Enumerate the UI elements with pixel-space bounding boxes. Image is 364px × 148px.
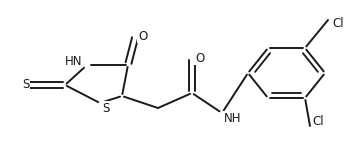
Text: S: S: [22, 78, 30, 91]
Text: S: S: [102, 102, 109, 115]
Text: O: O: [138, 29, 147, 42]
Text: NH: NH: [224, 111, 241, 124]
Text: HN: HN: [64, 54, 82, 67]
Text: Cl: Cl: [332, 17, 344, 30]
Text: Cl: Cl: [312, 115, 324, 128]
Text: O: O: [195, 52, 204, 65]
